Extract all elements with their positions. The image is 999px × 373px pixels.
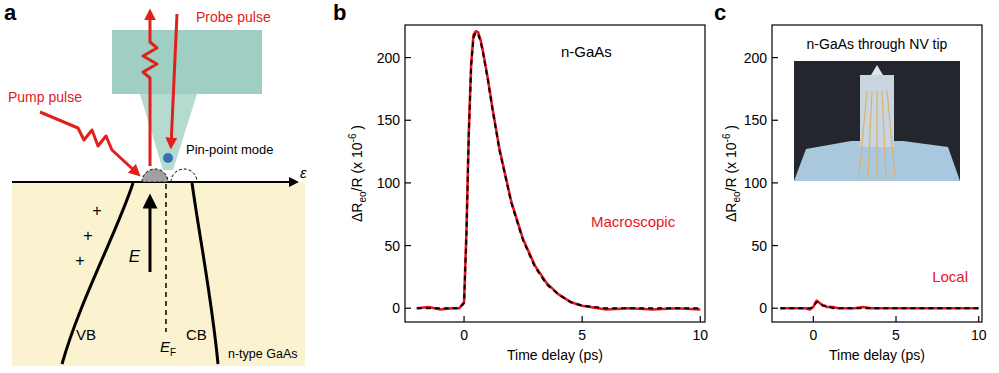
semiconductor [12,182,305,366]
fit-line [417,33,700,309]
y-axis-label: ΔReo/R (x 10-6 ) [347,125,368,222]
fermi-sub: F [170,347,176,358]
x-tick [895,316,896,322]
x-tick [978,316,979,322]
pump-arrow [40,112,138,174]
photo-lead [876,91,877,177]
x-tick-label: 10 [971,327,987,343]
y-axis-label-part: ) [349,125,365,134]
valence-band [62,183,133,364]
field-label: E [129,247,141,266]
chart-title: n-GaAs through NV tip [807,36,948,52]
x-axis-label: Time delay (ps) [829,347,925,363]
panel-letter: a [4,0,17,25]
photo-lead [887,91,895,177]
mode-label: Pin-point mode [186,142,273,157]
x-tick-label: 0 [809,327,817,343]
annotation: Macroscopic [591,213,676,230]
y-axis-label-part: ΔR [723,203,739,222]
y-axis-label-part: eo [731,191,742,203]
y-tick [772,308,778,309]
material-label: n-type GaAs [228,347,297,361]
x-tick [463,316,464,322]
x-axis-label: Time delay (ps) [507,347,603,363]
y-tick [405,245,411,246]
photo-lead [859,91,867,177]
panel-letter: b [333,0,346,25]
probe-out-arrow [143,12,157,166]
chart: 0 50 100 150 200 0 5 10 Time delay (ps) ΔReo/R (x… [347,25,708,363]
fit-line [780,302,978,308]
field-arrow [149,198,152,272]
y-tick [772,120,778,121]
fermi-label: EF [160,338,176,358]
data-group [417,31,700,309]
y-tick-label: 200 [744,50,768,66]
chart-title: n-GaAs [561,43,612,60]
photo-ground [794,61,960,181]
y-tick [772,182,778,183]
y-tick [405,308,411,309]
figure: abcε+++EEFVBCBn-type GaAsPin-point modeP… [0,0,999,373]
y-tick-label: 100 [377,175,401,191]
axis-label: ε [300,164,307,181]
x-tick-label: 0 [460,327,468,343]
y-tick [405,182,411,183]
y-tick [772,57,778,58]
excited-spot [142,169,168,182]
x-tick [582,316,583,322]
nv-center [163,153,173,163]
x-tick-label: 5 [578,327,586,343]
y-tick-label: 0 [392,300,400,316]
charge: + [92,202,101,219]
plot-frame [405,25,705,322]
photo-lead [882,91,886,177]
panel-letter: c [714,0,726,25]
data-line [780,301,978,310]
y-axis-label: ΔReo/R (x 10-6 ) [721,125,742,222]
x-tick-label: 10 [692,327,708,343]
charge: + [83,227,92,244]
x-tick [700,316,701,322]
annotation: Local [932,268,968,285]
data-line [417,31,700,309]
probe-label: Probe pulse [196,9,271,25]
y-tick-label: 200 [377,50,401,66]
photo-tip [871,65,883,75]
y-tick [405,120,411,121]
probe-in-arrow [171,14,177,146]
y-tick-label: 150 [377,112,401,128]
plot-frame [772,25,982,322]
y-tick [772,245,778,246]
y-tick-label: 50 [384,238,400,254]
photo-lead [868,91,872,177]
diagram: ε+++EEFVBCBn-type GaAsPin-point modeProb… [8,9,307,366]
y-tick [405,57,411,58]
cb-label: CB [186,326,207,343]
y-axis-label-part: /R (x 10 [723,142,739,191]
data-group [780,301,978,310]
y-axis-label-part: ΔR [349,203,365,222]
y-axis-label-part: ) [723,125,739,134]
y-tick-label: 150 [744,112,768,128]
y-tick-label: 0 [759,300,767,316]
vb-label: VB [76,326,96,343]
inset-photo [794,61,960,181]
probed-spot [171,169,197,182]
fermi-line [165,184,167,332]
y-axis-label-part: eo [357,191,368,203]
tip-body [112,30,262,94]
pump-label: Pump pulse [8,89,82,105]
y-tick-label: 50 [751,238,767,254]
y-axis-label-part: /R (x 10 [349,142,365,191]
chart: 0 50 100 150 200 0 5 10 Time delay (ps) ΔReo/R (x… [721,25,987,363]
y-tick-label: 100 [744,175,768,191]
x-tick [813,316,814,322]
x-tick-label: 5 [892,327,900,343]
charge: + [75,252,84,269]
